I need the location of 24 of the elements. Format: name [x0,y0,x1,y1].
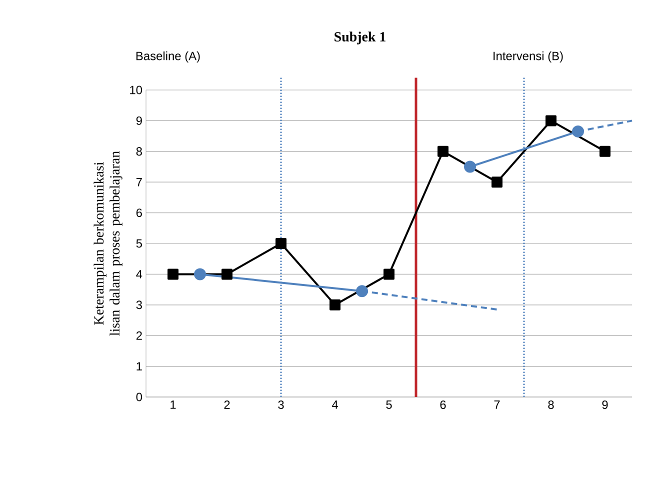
chart-title: Subjek 1 [334,32,386,44]
x-tick-label: 2 [224,400,230,409]
y-tick-label: 5 [136,239,142,248]
y-tick-label: 3 [136,300,142,310]
y-tick-label: 9 [136,116,142,125]
x-tick-label: 7 [494,400,500,409]
x-tick-label: 3 [278,400,284,409]
text: Intervensi (B) [494,51,563,63]
y-tick-label: 8 [136,147,142,156]
x-tick-label: 1 [170,400,176,409]
text: Baseline (A) [136,51,200,63]
y-tick-label: 4 [136,270,142,278]
y-tick-label: 2 [136,331,142,340]
y-tick-label: 10 [130,86,142,94]
x-tick-label: 9 [602,400,608,409]
x-tick-label: 8 [548,400,554,409]
x-tick-label: 6 [440,400,446,409]
y-tick-label: 6 [136,208,142,218]
y-tick-label: 0 [136,392,142,402]
y-tick-label: 7 [136,178,142,186]
y-tick-label: 1 [136,362,142,370]
y-axis-title: Keterampilan berkomunikasi lisan dalam proses pembelajaran [94,151,122,336]
x-tick-label: 5 [386,400,392,409]
x-tick-label: 4 [332,400,338,409]
